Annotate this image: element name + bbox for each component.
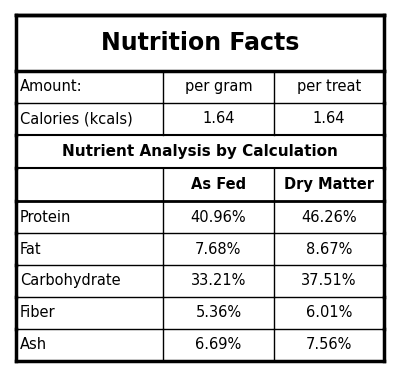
Text: 5.36%: 5.36% bbox=[195, 305, 242, 320]
Text: As Fed: As Fed bbox=[191, 177, 246, 192]
Text: 33.21%: 33.21% bbox=[191, 273, 246, 289]
Text: 1.64: 1.64 bbox=[312, 111, 345, 126]
Text: per treat: per treat bbox=[297, 79, 361, 94]
Text: Fiber: Fiber bbox=[20, 305, 56, 320]
Text: Protein: Protein bbox=[20, 210, 71, 225]
Text: Nutrition Facts: Nutrition Facts bbox=[101, 31, 299, 55]
Text: 46.26%: 46.26% bbox=[301, 210, 357, 225]
Text: per gram: per gram bbox=[184, 79, 252, 94]
Text: Ash: Ash bbox=[20, 337, 47, 352]
Text: Dry Matter: Dry Matter bbox=[284, 177, 374, 192]
Text: 37.51%: 37.51% bbox=[301, 273, 356, 289]
Text: 7.56%: 7.56% bbox=[306, 337, 352, 352]
Text: Calories (kcals): Calories (kcals) bbox=[20, 111, 133, 126]
Text: Fat: Fat bbox=[20, 241, 42, 256]
Text: Nutrient Analysis by Calculation: Nutrient Analysis by Calculation bbox=[62, 144, 338, 159]
Text: 6.01%: 6.01% bbox=[306, 305, 352, 320]
Text: 40.96%: 40.96% bbox=[190, 210, 246, 225]
Text: 1.64: 1.64 bbox=[202, 111, 235, 126]
Text: 8.67%: 8.67% bbox=[306, 241, 352, 256]
Text: 7.68%: 7.68% bbox=[195, 241, 242, 256]
Text: Carbohydrate: Carbohydrate bbox=[20, 273, 121, 289]
Text: Amount:: Amount: bbox=[20, 79, 83, 94]
Text: 6.69%: 6.69% bbox=[195, 337, 242, 352]
